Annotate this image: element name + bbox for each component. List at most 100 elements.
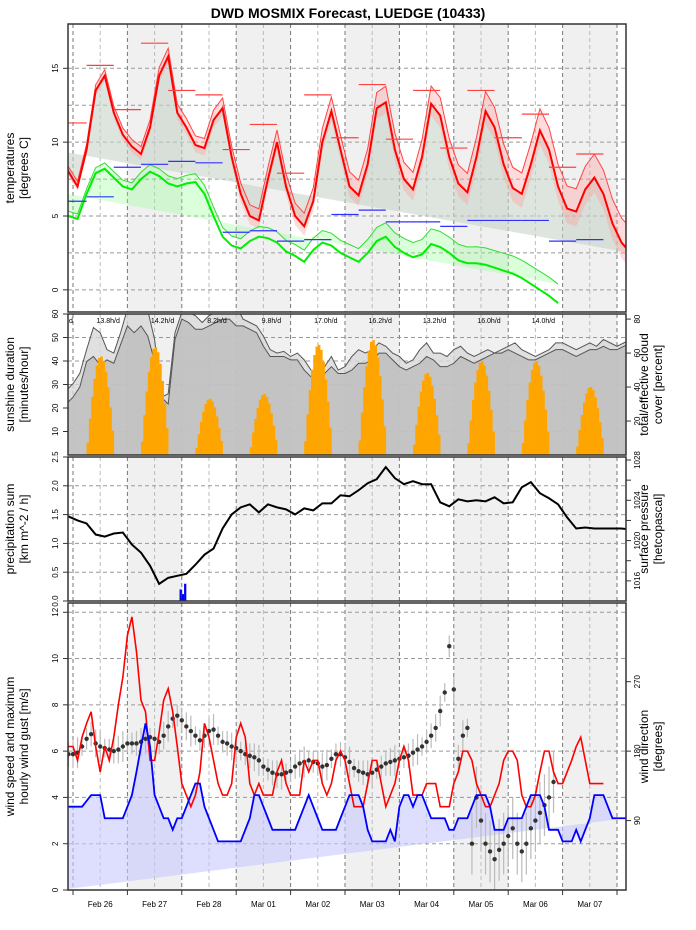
wind-direction-point [506, 833, 511, 839]
sunshine-bar [576, 446, 579, 455]
precipitation-axis-label: [km m^-2 / h] [17, 495, 31, 564]
sunshine-bar [433, 398, 436, 455]
wind-direction-point [556, 0, 560, 2]
dewpoint-band [68, 162, 559, 285]
sunshine-bar [578, 429, 582, 455]
temperature-band [68, 48, 626, 264]
sunshine-bar [437, 434, 441, 455]
sunshine-bar [258, 399, 262, 455]
wind-speed-axis-tick-label: 10 [51, 654, 60, 663]
sunshine-bar [220, 440, 223, 455]
sunshine-bar [202, 411, 205, 455]
wind-speed-axis-tick-label: 2 [51, 841, 60, 846]
sunshine-bar [546, 431, 550, 455]
daily-sunshine-label: 8.2h/d [207, 318, 227, 325]
sunshine-bar [476, 369, 480, 455]
wind-direction-point [624, 0, 628, 2]
sunshine-bar [209, 398, 212, 455]
sunshine-bar [315, 346, 319, 455]
sunshine-bar [86, 442, 90, 455]
sunshine-bar [326, 401, 330, 455]
sunshine-bar [141, 441, 144, 455]
sunshine-bar [469, 420, 473, 455]
sunshine-bar [413, 444, 416, 455]
wind-direction-point [510, 826, 515, 831]
temperature-axis-label: [degrees C] [17, 137, 31, 199]
precipitation-axis-tick-label: 1.0 [51, 537, 60, 549]
wind-direction-point [261, 764, 266, 769]
wind-direction-point [166, 724, 171, 729]
wind-direction-point [224, 741, 230, 746]
sunshine-bar [320, 349, 323, 455]
sunshine-bar [424, 374, 427, 455]
wind-direction-point [460, 733, 466, 738]
sunshine-bar [544, 409, 548, 455]
wind-direction-point [388, 759, 393, 765]
sunshine-bar [156, 352, 160, 455]
sunshine-bar [376, 357, 380, 455]
wind-speed-area [68, 723, 626, 889]
sunshine-bar [197, 434, 201, 455]
sunshine-bar [598, 422, 602, 455]
wind-direction-point [279, 772, 284, 777]
sunshine-bar [419, 391, 423, 455]
wind-direction-point [583, 0, 587, 2]
pressure-axis-tick-label: 1016 [633, 571, 642, 589]
sunshine-bar [270, 413, 273, 455]
cloud-axis-tick-label: 20 [633, 416, 642, 425]
panel-2-background [68, 457, 626, 601]
sunshine-bar [163, 402, 167, 455]
sunshine-bar [152, 348, 155, 455]
wind-direction-axis-label: wind direction [637, 710, 651, 784]
sunshine-bar [107, 387, 110, 455]
wind-direction-point [551, 779, 556, 785]
wind-direction-point [320, 764, 325, 769]
wind-direction-point [211, 727, 216, 732]
wind-direction-point [188, 728, 194, 734]
wind-direction-point [496, 847, 502, 853]
wind-direction-point [220, 739, 225, 745]
sunshine-bar [272, 425, 276, 455]
wind-direction-point [120, 744, 126, 749]
wind-direction-point [524, 841, 529, 846]
sunshine-bar [100, 356, 103, 455]
sunshine-bar [537, 365, 541, 455]
wind-direction-point [215, 733, 221, 738]
sunshine-bar [589, 386, 593, 455]
sunshine-bar [159, 363, 162, 455]
temperature-axis-label: temperatures [3, 133, 17, 204]
precipitation-bar [179, 589, 182, 601]
wind-direction-point [197, 738, 203, 743]
sunshine-axis-tick-label: 60 [51, 309, 60, 318]
x-tick-label: Mar 05 [469, 900, 494, 909]
wind-direction-point [152, 736, 157, 741]
sunshine-bar [372, 340, 375, 455]
x-tick-label: Mar 07 [577, 900, 602, 909]
wind-direction-point [351, 765, 357, 771]
sunshine-bar [530, 369, 534, 455]
wind-direction-point [347, 759, 352, 765]
temperature-axis-tick-label: 10 [51, 137, 60, 146]
x-tick-label: Mar 01 [251, 900, 276, 909]
cloud-axis-label: total/effective cloud [637, 333, 651, 436]
precip-series [68, 465, 626, 601]
wind-direction-point [125, 741, 130, 746]
daily-sunshine-label: 9.8h/d [262, 318, 282, 325]
sunshine-bar [521, 443, 525, 455]
daily-sunshine-label: 14.2h/d [151, 318, 174, 325]
wind-direction-point [329, 756, 334, 762]
sunshine-bar [161, 381, 164, 455]
wind-direction-point [438, 708, 443, 714]
sunshine-bar [367, 350, 371, 455]
sunshine-bar [483, 365, 486, 455]
wind-direction-point [88, 731, 94, 737]
x-tick-label: Mar 03 [360, 900, 385, 909]
sunshine-bar [267, 403, 271, 455]
pressure-axis-label: [hetcopascal] [651, 494, 665, 565]
wind-direction-point [579, 0, 583, 2]
wind-direction-point [419, 744, 425, 749]
sunshine-bar [415, 424, 418, 455]
sunshine-bar [528, 382, 532, 455]
sunshine-bar [587, 388, 591, 455]
